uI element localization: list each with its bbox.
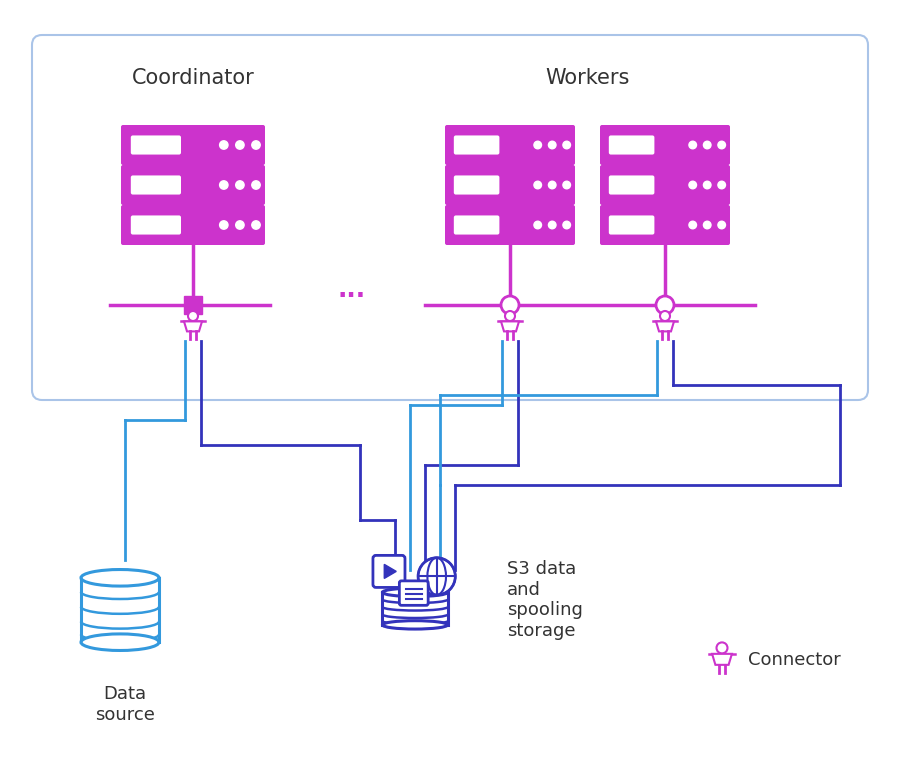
Circle shape [501, 296, 519, 314]
FancyBboxPatch shape [121, 165, 265, 205]
FancyBboxPatch shape [445, 165, 575, 205]
Circle shape [219, 181, 228, 189]
Circle shape [689, 221, 697, 229]
FancyBboxPatch shape [130, 135, 181, 155]
FancyBboxPatch shape [121, 205, 265, 245]
Circle shape [656, 296, 674, 314]
FancyBboxPatch shape [454, 175, 500, 195]
Text: Connector: Connector [748, 651, 841, 669]
Circle shape [718, 221, 725, 229]
Circle shape [689, 181, 697, 189]
Circle shape [236, 141, 245, 149]
Circle shape [236, 181, 245, 189]
Ellipse shape [81, 634, 159, 651]
Circle shape [534, 141, 541, 148]
Ellipse shape [382, 588, 448, 597]
Text: Workers: Workers [546, 68, 630, 88]
Circle shape [548, 141, 556, 148]
Ellipse shape [382, 621, 448, 629]
FancyBboxPatch shape [373, 555, 405, 587]
FancyBboxPatch shape [609, 135, 654, 155]
Circle shape [188, 311, 198, 321]
FancyBboxPatch shape [454, 135, 500, 155]
Text: ...: ... [338, 278, 366, 302]
FancyBboxPatch shape [399, 581, 428, 605]
Circle shape [534, 221, 541, 229]
Circle shape [660, 311, 670, 321]
Ellipse shape [81, 570, 159, 586]
Circle shape [252, 181, 260, 189]
Text: Coordinator: Coordinator [131, 68, 254, 88]
FancyBboxPatch shape [609, 216, 654, 234]
Circle shape [717, 642, 727, 653]
Circle shape [718, 181, 725, 189]
Circle shape [236, 221, 245, 230]
Circle shape [563, 221, 571, 229]
FancyBboxPatch shape [600, 165, 730, 205]
Text: S3 data
and
spooling
storage: S3 data and spooling storage [507, 560, 583, 640]
Polygon shape [184, 296, 202, 314]
Circle shape [703, 141, 711, 148]
Circle shape [703, 221, 711, 229]
Polygon shape [501, 322, 519, 332]
Circle shape [534, 181, 541, 189]
Circle shape [689, 141, 697, 148]
Circle shape [219, 221, 228, 230]
FancyBboxPatch shape [130, 175, 181, 195]
Circle shape [252, 141, 260, 149]
FancyBboxPatch shape [445, 125, 575, 165]
Circle shape [548, 221, 556, 229]
FancyBboxPatch shape [130, 216, 181, 234]
Polygon shape [712, 654, 732, 665]
Circle shape [563, 181, 571, 189]
FancyBboxPatch shape [609, 175, 654, 195]
Polygon shape [384, 564, 396, 578]
Circle shape [563, 141, 571, 148]
FancyBboxPatch shape [600, 205, 730, 245]
FancyBboxPatch shape [454, 216, 500, 234]
Circle shape [718, 141, 725, 148]
FancyBboxPatch shape [445, 205, 575, 245]
Circle shape [703, 181, 711, 189]
FancyBboxPatch shape [600, 125, 730, 165]
Circle shape [252, 221, 260, 230]
Text: Data
source: Data source [95, 685, 155, 724]
Circle shape [219, 141, 228, 149]
Polygon shape [656, 322, 674, 332]
Polygon shape [184, 322, 202, 332]
Circle shape [418, 558, 455, 595]
Circle shape [548, 181, 556, 189]
FancyBboxPatch shape [121, 125, 265, 165]
Circle shape [505, 311, 515, 321]
